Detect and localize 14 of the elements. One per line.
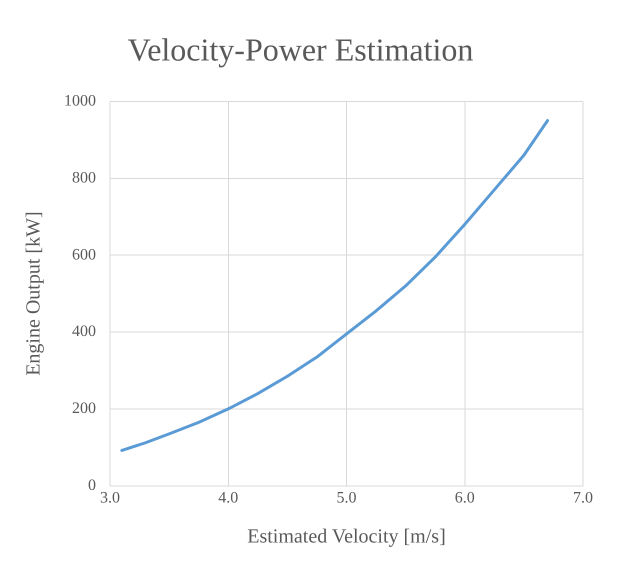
y-tick-label: 0 — [88, 477, 96, 494]
y-tick-label: 200 — [72, 400, 96, 418]
y-tick-label: 800 — [72, 169, 96, 186]
chart-title: Velocity-Power Estimation — [128, 32, 474, 68]
x-tick-label: 7.0 — [573, 490, 593, 507]
x-tick-label: 6.0 — [454, 490, 475, 507]
x-tick-label: 4.0 — [218, 490, 238, 507]
y-tick-label: 1000 — [64, 92, 96, 110]
y-axis-title: Engine Output [kW] — [22, 211, 44, 376]
x-tick-label: 3.0 — [100, 490, 120, 507]
y-tick-label: 400 — [72, 323, 96, 340]
x-axis-title: Estimated Velocity [m/s] — [247, 525, 446, 548]
x-tick-label: 5.0 — [336, 490, 356, 507]
y-tick-label: 600 — [72, 246, 96, 264]
